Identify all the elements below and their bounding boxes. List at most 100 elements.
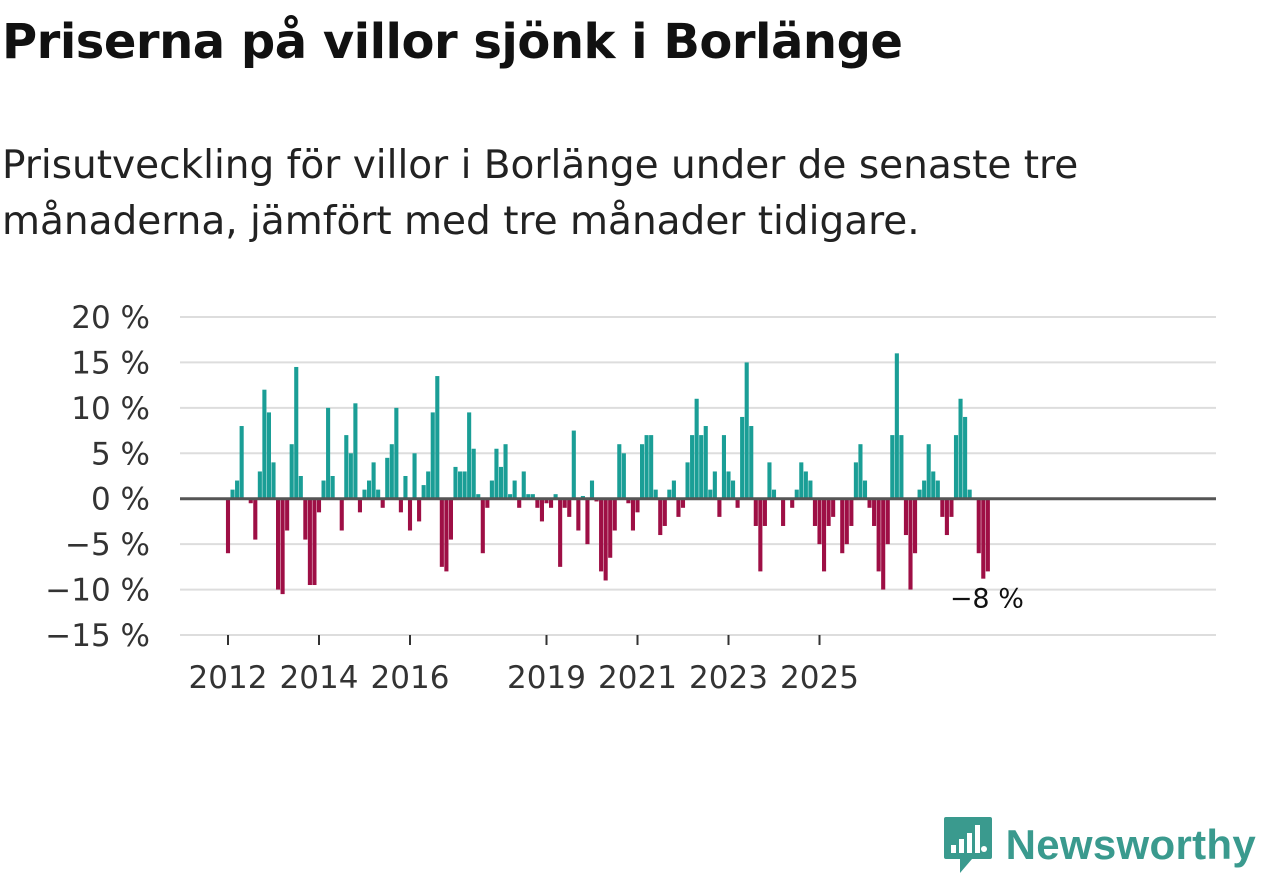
- bar: [649, 435, 654, 499]
- bar: [822, 498, 827, 572]
- y-tick-label: −5 %: [65, 527, 150, 563]
- chart-subtitle: Prisutveckling för villor i Borlänge und…: [2, 143, 1079, 244]
- y-tick-label: 20 %: [71, 300, 150, 336]
- bar: [380, 498, 385, 508]
- bar: [817, 498, 822, 545]
- y-tick-label: 15 %: [71, 345, 150, 381]
- newsworthy-logo-icon: [943, 817, 992, 873]
- y-tick-label: −10 %: [45, 573, 150, 609]
- bar: [653, 489, 658, 499]
- bar: [762, 498, 767, 526]
- bar: [958, 398, 963, 499]
- bar: [985, 498, 990, 572]
- bar: [280, 498, 285, 595]
- bar: [908, 498, 913, 590]
- bar: [644, 435, 649, 499]
- bar: [599, 498, 604, 572]
- bar: [917, 489, 922, 499]
- bar: [781, 498, 786, 526]
- bar: [549, 498, 554, 508]
- bar: [708, 489, 713, 499]
- logo-text: Newsworthy: [1005, 821, 1256, 868]
- bar: [489, 480, 494, 499]
- bar: [394, 407, 399, 499]
- bar: [940, 498, 945, 517]
- bar: [803, 471, 808, 499]
- bar: [558, 498, 563, 567]
- bar: [753, 498, 758, 526]
- x-tick-label: 2012: [189, 660, 268, 696]
- chart-title: Priserna på villor sjönk i Borlänge: [2, 14, 903, 70]
- bar: [285, 498, 290, 531]
- bar: [944, 498, 949, 536]
- bar: [239, 426, 244, 499]
- y-tick-label: 10 %: [71, 391, 150, 427]
- bar: [494, 448, 499, 499]
- bar: [458, 471, 463, 499]
- bar: [330, 476, 335, 499]
- bar: [626, 498, 631, 504]
- bar: [526, 494, 531, 499]
- bar: [257, 471, 262, 499]
- y-axis-ticks: −15 % −10 % −5 % 0 % 5 % 10 % 15 % 20 %: [45, 300, 150, 654]
- bar: [699, 435, 704, 499]
- bar: [953, 435, 959, 499]
- bar: [635, 498, 640, 513]
- bar: [312, 498, 317, 586]
- y-tick-label: 5 %: [91, 436, 150, 472]
- bar: [462, 471, 467, 499]
- bar: [498, 466, 504, 499]
- bar: [963, 416, 968, 499]
- x-axis-ticks: 2012 2014 2016 2019 2021 2023 2025: [189, 635, 859, 696]
- y-tick-label: 0 %: [91, 482, 150, 518]
- bar: [321, 480, 326, 499]
- x-tick-label: 2014: [280, 660, 359, 696]
- bar: [726, 471, 731, 499]
- bar: [276, 498, 281, 590]
- bar: [348, 453, 353, 499]
- bar: [476, 494, 481, 499]
- bar: [794, 489, 799, 499]
- bar: [453, 466, 458, 499]
- bar: [553, 494, 558, 499]
- bar: [903, 498, 908, 536]
- bar: [894, 353, 899, 499]
- bar: [512, 480, 517, 499]
- bar: [617, 444, 622, 499]
- bar: [640, 444, 645, 499]
- bar: [867, 498, 872, 508]
- bar: [235, 480, 240, 499]
- bar: [426, 471, 431, 499]
- bar: [571, 430, 576, 499]
- bar: [562, 498, 567, 508]
- bar: [899, 435, 904, 499]
- bar: [967, 489, 972, 499]
- bar: [885, 498, 890, 545]
- last-value-label: −8 %: [950, 583, 1024, 614]
- bar: [676, 498, 681, 517]
- bar: [749, 426, 754, 499]
- bar: [926, 444, 931, 499]
- bar: [248, 498, 253, 504]
- x-tick-label: 2021: [598, 660, 677, 696]
- bar: [262, 389, 267, 499]
- bar: [303, 498, 308, 540]
- bar: [362, 489, 367, 499]
- bar: [680, 498, 686, 508]
- bar: [840, 498, 845, 554]
- bar: [230, 489, 235, 499]
- bar: [398, 498, 403, 513]
- bar: [316, 498, 322, 513]
- bar: [376, 489, 381, 499]
- bar: [771, 489, 777, 499]
- bar: [603, 498, 608, 581]
- bar: [913, 498, 918, 554]
- bar: [421, 485, 426, 499]
- bar: [353, 403, 358, 499]
- bar: [949, 498, 954, 517]
- bar: [307, 498, 312, 586]
- bar: [740, 416, 745, 499]
- bar: [731, 480, 736, 499]
- bar: [831, 498, 836, 517]
- bar: [608, 498, 613, 558]
